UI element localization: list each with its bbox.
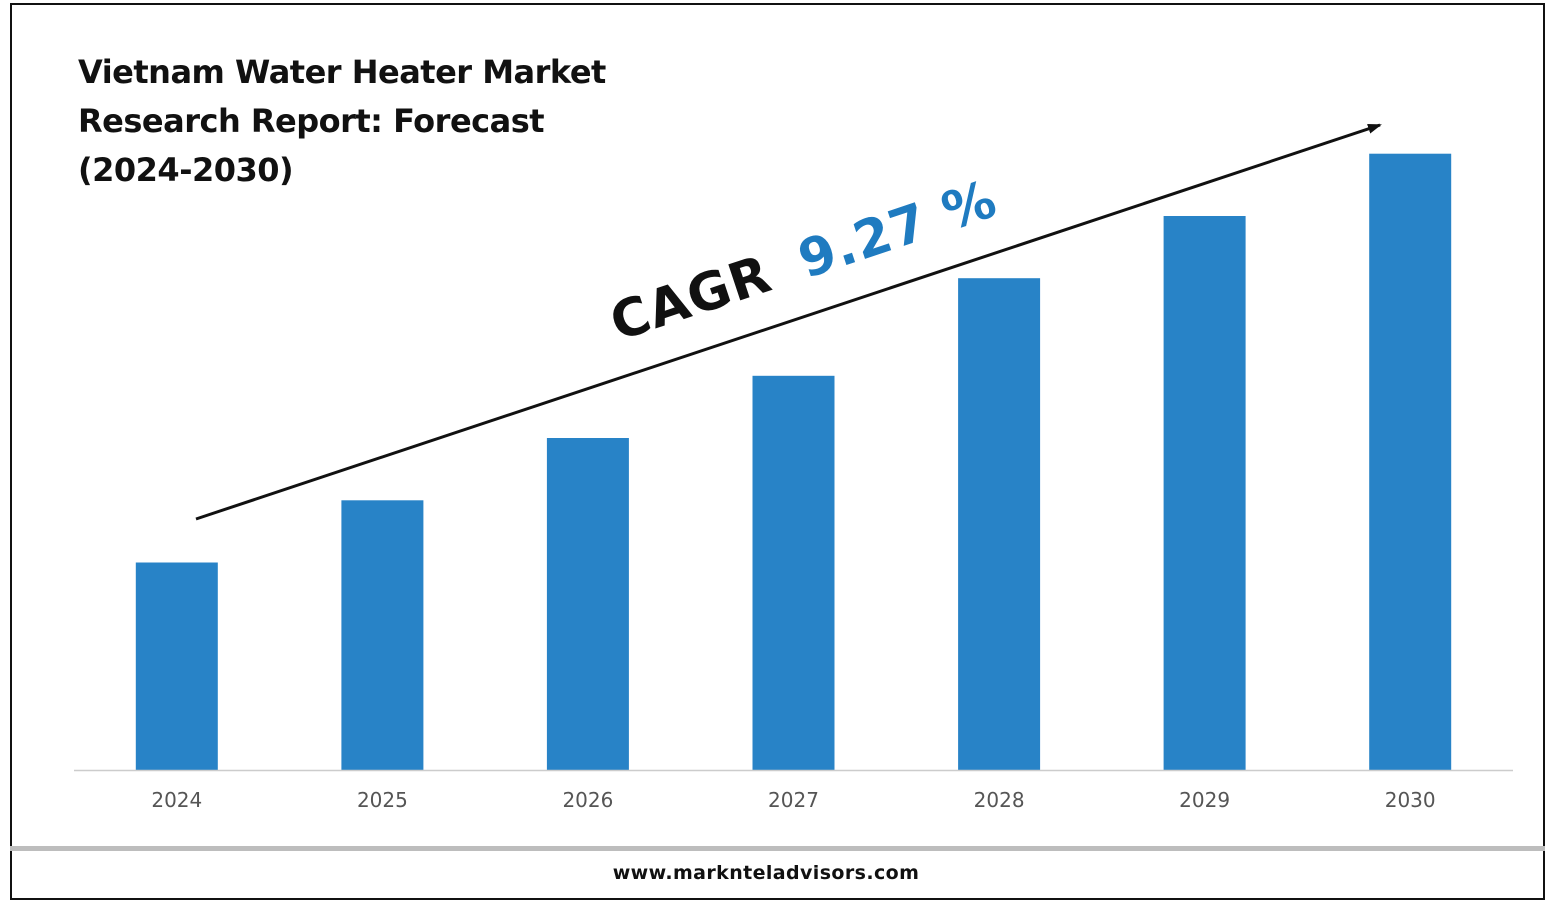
x-tick-label-2024: 2024 — [151, 788, 202, 812]
x-tick-label-2025: 2025 — [357, 788, 408, 812]
x-tick-label-2027: 2027 — [768, 788, 819, 812]
bars-group — [135, 153, 1452, 771]
cagr-value: 9.27 % — [791, 169, 1004, 290]
bar-2028 — [958, 278, 1041, 770]
footer-divider — [10, 846, 1545, 851]
cagr-trend-arrow — [195, 123, 1382, 521]
bar-2030 — [1369, 153, 1452, 770]
bar-2024 — [135, 562, 218, 770]
x-tick-label-2026: 2026 — [562, 788, 613, 812]
title-line-1: Vietnam Water Heater Market — [78, 53, 606, 91]
bar-2025 — [341, 500, 424, 771]
x-axis-labels: 2024 2025 2026 2027 2028 2029 2030 — [151, 788, 1435, 812]
footer-url: www.marknteladvisors.com — [612, 862, 920, 884]
bar-2027 — [752, 375, 835, 771]
x-tick-label-2028: 2028 — [974, 788, 1025, 812]
x-tick-label-2029: 2029 — [1179, 788, 1230, 812]
cagr-annotation: CAGR 9.27 % — [603, 169, 1004, 353]
x-tick-label-2030: 2030 — [1385, 788, 1436, 812]
chart-title: Vietnam Water Heater Market Research Rep… — [78, 48, 678, 195]
title-line-3: (2024-2030) — [78, 151, 294, 189]
bar-2026 — [546, 438, 629, 770]
cagr-label: CAGR — [603, 244, 779, 353]
bar-2029 — [1163, 216, 1246, 770]
title-line-2: Research Report: Forecast — [78, 102, 545, 140]
